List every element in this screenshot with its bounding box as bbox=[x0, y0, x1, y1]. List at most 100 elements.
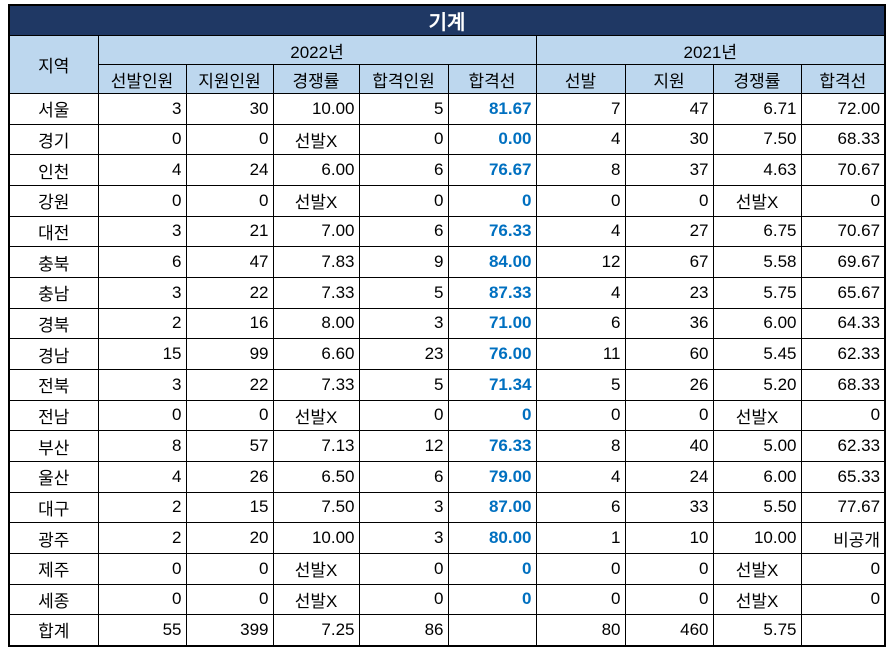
value-cell: 76.33 bbox=[447, 215, 537, 248]
value-cell: 0 bbox=[535, 583, 626, 616]
value-cell: 3 bbox=[358, 307, 449, 340]
value-cell: 6 bbox=[358, 154, 449, 186]
value-cell bbox=[800, 614, 886, 647]
value-cell: 7.25 bbox=[272, 614, 360, 647]
region-cell: 울산 bbox=[8, 460, 99, 493]
value-cell: 27 bbox=[624, 215, 714, 248]
value-cell: 10.00 bbox=[712, 522, 802, 554]
value-cell: 0 bbox=[800, 552, 886, 585]
table-row: 서울 3 30 10.00 5 81.67 7 47 6.71 72.00 bbox=[8, 93, 886, 125]
value-cell: 0 bbox=[358, 184, 449, 217]
value-cell: 57 bbox=[185, 430, 274, 462]
table-row: 제주 0 0 선발X 0 0 0 0 선발X 0 bbox=[8, 552, 886, 585]
value-cell: 47 bbox=[185, 246, 274, 278]
value-cell: 6.60 bbox=[272, 338, 360, 370]
value-cell: 33 bbox=[624, 491, 714, 524]
header-applied-2021: 지원 bbox=[624, 64, 714, 94]
value-cell: 47 bbox=[624, 93, 714, 125]
value-cell: 선발X bbox=[712, 583, 802, 616]
value-cell: 0 bbox=[185, 583, 274, 616]
value-cell: 11 bbox=[535, 338, 626, 370]
header-year-2022: 2022년 bbox=[97, 35, 537, 65]
value-cell: 62.33 bbox=[800, 338, 886, 370]
region-cell: 경기 bbox=[8, 123, 99, 156]
value-cell: 4 bbox=[97, 154, 187, 186]
value-cell: 15 bbox=[97, 338, 187, 370]
value-cell: 23 bbox=[358, 338, 449, 370]
value-cell: 7.33 bbox=[272, 276, 360, 309]
value-cell: 10 bbox=[624, 522, 714, 554]
value-cell: 7 bbox=[535, 93, 626, 125]
value-cell: 23 bbox=[624, 276, 714, 309]
value-cell: 7.33 bbox=[272, 368, 360, 401]
value-cell: 16 bbox=[185, 307, 274, 340]
value-cell: 선발X bbox=[272, 552, 360, 585]
region-cell: 충북 bbox=[8, 246, 99, 278]
region-cell: 전북 bbox=[8, 368, 99, 401]
value-cell: 70.67 bbox=[800, 215, 886, 248]
table-row: 부산 8 57 7.13 12 76.33 8 40 5.00 62.33 bbox=[8, 430, 886, 462]
value-cell: 10.00 bbox=[272, 93, 360, 125]
value-cell: 30 bbox=[185, 93, 274, 125]
value-cell: 0 bbox=[535, 552, 626, 585]
value-cell: 22 bbox=[185, 276, 274, 309]
value-cell: 5.50 bbox=[712, 491, 802, 524]
value-cell: 68.33 bbox=[800, 123, 886, 156]
value-cell: 76.00 bbox=[447, 338, 537, 370]
value-cell: 6 bbox=[535, 491, 626, 524]
value-cell: 3 bbox=[358, 522, 449, 554]
value-cell: 5.20 bbox=[712, 368, 802, 401]
table-row: 충북 6 47 7.83 9 84.00 12 67 5.58 69.67 bbox=[8, 246, 886, 278]
value-cell: 36 bbox=[624, 307, 714, 340]
table-title: 기계 bbox=[8, 4, 886, 36]
header-passed-2022: 합격인원 bbox=[358, 64, 449, 94]
table-row: 인천 4 24 6.00 6 76.67 8 37 4.63 70.67 bbox=[8, 154, 886, 186]
region-cell: 인천 bbox=[8, 154, 99, 186]
value-cell: 2 bbox=[97, 307, 187, 340]
value-cell: 0 bbox=[447, 399, 537, 432]
value-cell: 비공개 bbox=[800, 522, 886, 554]
value-cell: 86 bbox=[358, 614, 449, 647]
value-cell: 0 bbox=[535, 184, 626, 217]
header-year-2021: 2021년 bbox=[535, 35, 886, 65]
value-cell: 0 bbox=[800, 583, 886, 616]
value-cell: 37 bbox=[624, 154, 714, 186]
region-cell: 서울 bbox=[8, 93, 99, 125]
value-cell: 0 bbox=[358, 583, 449, 616]
value-cell: 15 bbox=[185, 491, 274, 524]
title-row: 기계 bbox=[8, 4, 886, 36]
region-cell: 세종 bbox=[8, 583, 99, 616]
table-row: 경북 2 16 8.00 3 71.00 6 36 6.00 64.33 bbox=[8, 307, 886, 340]
value-cell: 5.58 bbox=[712, 246, 802, 278]
value-cell: 70.67 bbox=[800, 154, 886, 186]
table-row: 대전 3 21 7.00 6 76.33 4 27 6.75 70.67 bbox=[8, 215, 886, 248]
value-cell: 2 bbox=[97, 491, 187, 524]
value-cell: 24 bbox=[185, 154, 274, 186]
value-cell: 99 bbox=[185, 338, 274, 370]
value-cell: 67 bbox=[624, 246, 714, 278]
value-cell: 7.00 bbox=[272, 215, 360, 248]
value-cell: 72.00 bbox=[800, 93, 886, 125]
table-row: 강원 0 0 선발X 0 0 0 0 선발X 0 bbox=[8, 184, 886, 217]
value-cell: 3 bbox=[358, 491, 449, 524]
value-cell: 0 bbox=[624, 399, 714, 432]
value-cell: 6.00 bbox=[272, 154, 360, 186]
value-cell: 87.33 bbox=[447, 276, 537, 309]
table-row: 광주 2 20 10.00 3 80.00 1 10 10.00 비공개 bbox=[8, 522, 886, 554]
region-cell: 경북 bbox=[8, 307, 99, 340]
header-selected-2021: 선발 bbox=[535, 64, 626, 94]
value-cell: 선발X bbox=[272, 123, 360, 156]
value-cell: 0 bbox=[624, 583, 714, 616]
region-cell: 부산 bbox=[8, 430, 99, 462]
region-cell: 경남 bbox=[8, 338, 99, 370]
region-cell: 광주 bbox=[8, 522, 99, 554]
value-cell: 3 bbox=[97, 93, 187, 125]
value-cell: 7.83 bbox=[272, 246, 360, 278]
table-row: 경남 15 99 6.60 23 76.00 11 60 5.45 62.33 bbox=[8, 338, 886, 370]
value-cell: 0 bbox=[97, 399, 187, 432]
header-row-columns: 선발인원 지원인원 경쟁률 합격인원 합격선 선발 지원 경쟁률 합격선 bbox=[9, 64, 886, 94]
region-cell: 충남 bbox=[8, 276, 99, 309]
value-cell: 0 bbox=[447, 583, 537, 616]
value-cell: 10.00 bbox=[272, 522, 360, 554]
value-cell: 6.75 bbox=[712, 215, 802, 248]
